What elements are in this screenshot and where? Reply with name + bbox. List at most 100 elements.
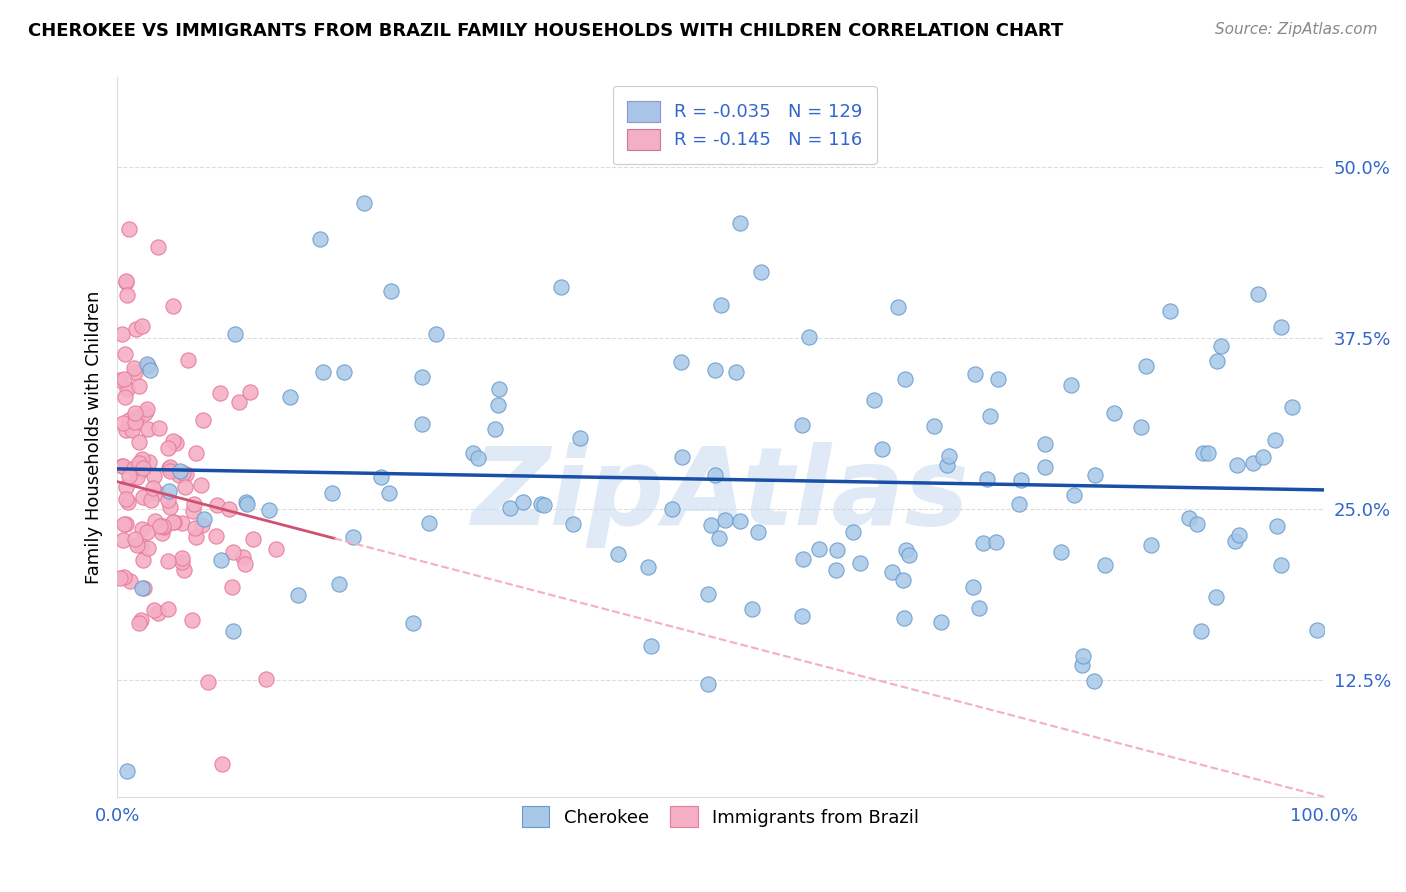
Point <box>402 615 425 630</box>
Point <box>328 577 350 591</box>
Point <box>162 299 184 313</box>
Y-axis label: Family Households with Children: Family Households with Children <box>86 291 103 583</box>
Point <box>891 574 914 588</box>
Point <box>136 359 159 374</box>
Point <box>569 431 592 445</box>
Point <box>661 502 683 516</box>
Point <box>193 413 215 427</box>
Point <box>1083 673 1105 688</box>
Point <box>124 361 146 376</box>
Point <box>984 535 1007 549</box>
Point <box>747 524 769 539</box>
Point <box>710 298 733 312</box>
Point <box>703 363 725 377</box>
Point <box>640 640 662 654</box>
Point <box>935 458 957 473</box>
Point <box>550 279 572 293</box>
Point <box>128 379 150 393</box>
Point <box>111 416 134 430</box>
Point <box>131 581 153 595</box>
Point <box>152 520 174 534</box>
Point <box>671 355 693 369</box>
Point <box>190 478 212 492</box>
Point <box>486 398 509 412</box>
Point <box>1205 590 1227 604</box>
Point <box>131 452 153 467</box>
Point <box>191 517 214 532</box>
Point <box>1063 488 1085 502</box>
Point <box>342 530 364 544</box>
Point <box>129 614 152 628</box>
Point <box>1241 456 1264 470</box>
Point <box>138 455 160 469</box>
Point <box>894 372 917 386</box>
Point <box>987 372 1010 386</box>
Point <box>1189 624 1212 638</box>
Point <box>235 495 257 509</box>
Point <box>380 284 402 298</box>
Point <box>124 415 146 429</box>
Point <box>1281 400 1303 414</box>
Point <box>637 560 659 574</box>
Point <box>1159 304 1181 318</box>
Point <box>138 363 160 377</box>
Point <box>112 569 135 583</box>
Point <box>1226 458 1249 472</box>
Point <box>157 554 180 568</box>
Point <box>163 515 186 529</box>
Point <box>1094 558 1116 573</box>
Point <box>159 464 181 478</box>
Point <box>205 498 228 512</box>
Point <box>1071 658 1094 673</box>
Point <box>122 461 145 475</box>
Point <box>1060 377 1083 392</box>
Point <box>114 480 136 494</box>
Point <box>1270 558 1292 572</box>
Point <box>129 538 152 552</box>
Point <box>976 472 998 486</box>
Point <box>699 517 721 532</box>
Point <box>193 511 215 525</box>
Point <box>792 552 814 566</box>
Point <box>141 492 163 507</box>
Point <box>125 538 148 552</box>
Point <box>228 394 250 409</box>
Point <box>157 483 180 498</box>
Point <box>174 467 197 481</box>
Point <box>174 480 197 494</box>
Point <box>142 469 165 483</box>
Point <box>233 557 256 571</box>
Point <box>967 601 990 615</box>
Point <box>239 384 262 399</box>
Point <box>697 677 720 691</box>
Point <box>235 497 257 511</box>
Point <box>841 525 863 540</box>
Point <box>962 580 984 594</box>
Point <box>170 555 193 569</box>
Point <box>222 624 245 638</box>
Point <box>172 516 194 531</box>
Point <box>1192 446 1215 460</box>
Point <box>131 522 153 536</box>
Point <box>512 495 534 509</box>
Point <box>887 300 910 314</box>
Point <box>714 513 737 527</box>
Point <box>222 545 245 559</box>
Point <box>114 347 136 361</box>
Point <box>112 517 135 532</box>
Point <box>1140 538 1163 552</box>
Point <box>114 372 136 386</box>
Point <box>232 549 254 564</box>
Point <box>125 322 148 336</box>
Point <box>278 390 301 404</box>
Point <box>484 422 506 436</box>
Point <box>242 532 264 546</box>
Point <box>143 515 166 529</box>
Point <box>114 391 136 405</box>
Point <box>792 418 814 433</box>
Point <box>1197 446 1219 460</box>
Point <box>1084 467 1107 482</box>
Point <box>136 541 159 555</box>
Point <box>146 486 169 500</box>
Point <box>894 543 917 558</box>
